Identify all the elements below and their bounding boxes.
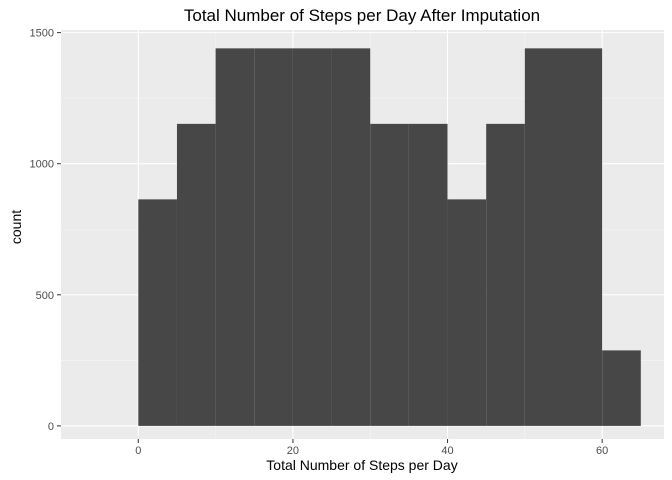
y-axis-label: count	[8, 210, 24, 244]
histogram-bar	[602, 350, 641, 426]
histogram-bar	[563, 48, 603, 426]
y-tick-label: 0	[48, 421, 54, 433]
histogram-bar	[524, 48, 564, 426]
histogram-bar	[331, 48, 371, 426]
x-tick-label: 60	[596, 445, 608, 457]
x-axis-label: Total Number of Steps per Day	[266, 457, 457, 473]
histogram-bars	[138, 48, 641, 426]
chart-title: Total Number of Steps per Day After Impu…	[184, 6, 540, 25]
x-tick-label: 40	[441, 445, 453, 457]
x-tick-label: 20	[287, 445, 299, 457]
y-tick-label: 1500	[30, 28, 54, 40]
histogram-bar	[486, 123, 525, 426]
axis-tick-labels: 0 20 40 60 0 500 1000 1500	[30, 28, 609, 457]
y-tick-label: 1000	[30, 159, 54, 171]
histogram-bar	[447, 199, 487, 426]
x-tick-label: 0	[135, 445, 141, 457]
histogram-bar	[254, 48, 293, 426]
histogram-bar	[176, 123, 216, 426]
y-tick-label: 500	[36, 290, 54, 302]
histogram-bar	[292, 48, 332, 426]
histogram-bar	[408, 123, 448, 426]
axis-ticks	[57, 32, 603, 443]
histogram-bar	[370, 123, 409, 426]
histogram-bar	[138, 199, 177, 426]
histogram-bar	[215, 48, 255, 426]
